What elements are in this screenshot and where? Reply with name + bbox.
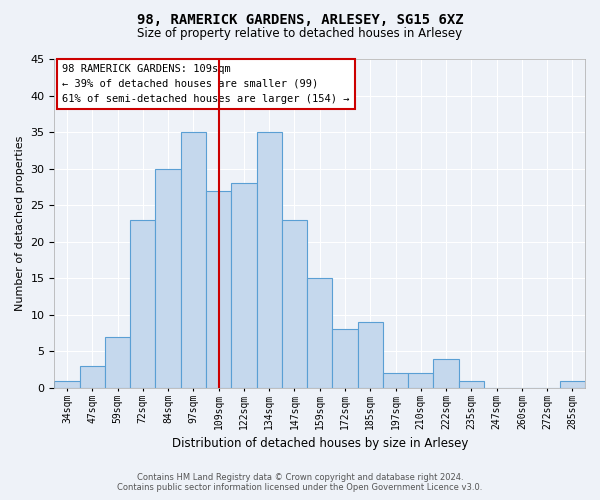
Text: Size of property relative to detached houses in Arlesey: Size of property relative to detached ho… [137, 28, 463, 40]
Text: Contains HM Land Registry data © Crown copyright and database right 2024.
Contai: Contains HM Land Registry data © Crown c… [118, 473, 482, 492]
Bar [332, 330, 358, 388]
Bar [307, 278, 332, 388]
Bar [257, 132, 282, 388]
Bar [358, 322, 383, 388]
Bar [181, 132, 206, 388]
X-axis label: Distribution of detached houses by size in Arlesey: Distribution of detached houses by size … [172, 437, 468, 450]
Bar [383, 373, 408, 388]
Bar [80, 366, 105, 388]
Bar [155, 168, 181, 388]
Bar [55, 380, 80, 388]
Bar [408, 373, 433, 388]
Bar [458, 380, 484, 388]
Text: 98 RAMERICK GARDENS: 109sqm
← 39% of detached houses are smaller (99)
61% of sem: 98 RAMERICK GARDENS: 109sqm ← 39% of det… [62, 64, 350, 104]
Bar [130, 220, 155, 388]
Bar [282, 220, 307, 388]
Bar [560, 380, 585, 388]
Text: 98, RAMERICK GARDENS, ARLESEY, SG15 6XZ: 98, RAMERICK GARDENS, ARLESEY, SG15 6XZ [137, 12, 463, 26]
Bar [231, 183, 257, 388]
Bar [206, 190, 231, 388]
Bar [105, 336, 130, 388]
Y-axis label: Number of detached properties: Number of detached properties [15, 136, 25, 311]
Bar [433, 358, 458, 388]
